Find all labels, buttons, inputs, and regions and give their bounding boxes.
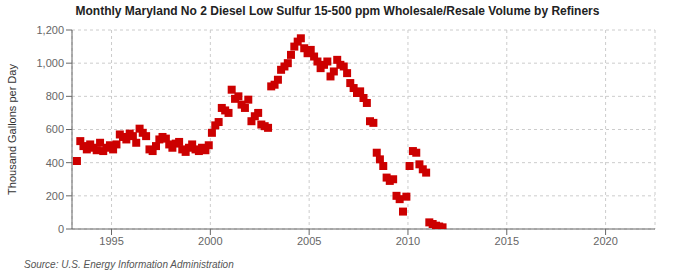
svg-text:0: 0 [58,223,64,235]
svg-text:1,000: 1,000 [36,57,64,69]
svg-text:800: 800 [46,90,64,102]
svg-text:400: 400 [46,157,64,169]
svg-text:2010: 2010 [396,235,420,247]
svg-text:2005: 2005 [297,235,321,247]
svg-text:2015: 2015 [495,235,519,247]
html-text:Source: U.S. Energy Informatio: Source: U.S. Energy Information Administ… [24,259,234,270]
svg-text:2000: 2000 [198,235,222,247]
svg-text:600: 600 [46,123,64,135]
html-text:Monthly Maryland No 2 Diesel L: Monthly Maryland No 2 Diesel Low Sulfur … [75,4,600,18]
svg-text:Thousand Gallons per Day: Thousand Gallons per Day [8,64,18,195]
svg-text:2020: 2020 [593,235,617,247]
svg-text:1995: 1995 [99,235,123,247]
svg-text:1,200: 1,200 [36,24,64,36]
svg-text:200: 200 [46,190,64,202]
